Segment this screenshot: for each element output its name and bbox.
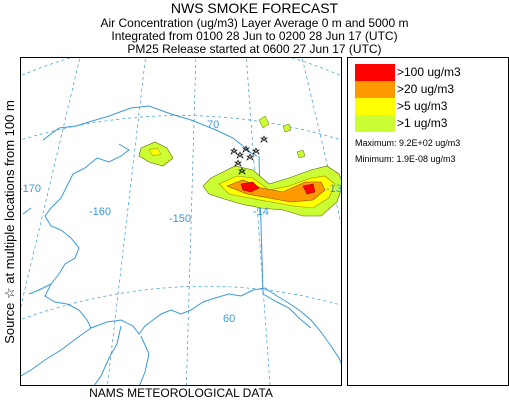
plume-patch-ne xyxy=(282,123,292,133)
subtitle-release: PM25 Release started at 0600 27 Jun 17 (… xyxy=(127,42,382,56)
source-marker xyxy=(242,145,250,153)
alaska-west-coast xyxy=(21,105,258,377)
lon-line-140 xyxy=(246,58,271,385)
source-marker xyxy=(230,147,238,155)
legend-label-1: >1 ug/m3 xyxy=(397,116,448,130)
legend-swatch-1 xyxy=(355,115,395,132)
legend-label-20: >20 ug/m3 xyxy=(397,82,455,96)
source-marker xyxy=(234,159,242,167)
lon-line-130 xyxy=(301,58,341,225)
source-markers xyxy=(230,135,268,175)
source-label: Source ☆ at multiple locations from 100 … xyxy=(2,100,17,344)
legend-row-20: >20 ug/m3 xyxy=(355,81,505,98)
subtitle-integration: Integrated from 0100 28 Jun to 0200 28 J… xyxy=(111,29,398,43)
graticule xyxy=(21,58,341,385)
lon-line-170 xyxy=(21,58,81,308)
plume-level-100-west xyxy=(240,181,260,193)
source-marker xyxy=(260,135,268,143)
legend-label-100: >100 ug/m3 xyxy=(397,65,461,79)
alaska-peninsula xyxy=(93,325,122,385)
stlawrence-coast xyxy=(22,207,32,215)
legend-swatch-20 xyxy=(355,81,395,98)
lat-line-70 xyxy=(21,115,341,141)
grid-label-lat-60: 60 xyxy=(223,313,235,325)
kodiak-coast xyxy=(139,335,150,385)
legend-maximum: Maximum: 9.2E+02 ug/m3 xyxy=(355,138,461,148)
lat-line-80 xyxy=(21,58,341,77)
subtitle-concentration: Air Concentration (ug/m3) Layer Average … xyxy=(100,16,409,30)
smoke-plume xyxy=(138,115,341,217)
map-canvas: -170 -160 -150 -14 -130 70 60 xyxy=(21,58,342,385)
legend-row-100: >100 ug/m3 xyxy=(355,64,505,81)
legend-swatch-100 xyxy=(355,64,395,81)
legend-row-1: >1 ug/m3 xyxy=(355,115,505,132)
grid-label-lon-130: -130 xyxy=(326,183,342,195)
legend-row-5: >5 ug/m3 xyxy=(355,98,505,115)
legend-minimum: Minimum: 1.9E-08 ug/m3 xyxy=(355,154,456,164)
grid-label-lat-70: 70 xyxy=(207,119,219,131)
data-source-footer: NAMS METEOROLOGICAL DATA xyxy=(89,386,273,400)
source-marker xyxy=(252,147,260,155)
legend-panel: >100 ug/m3 >20 ug/m3 >5 ug/m3 >1 ug/m3 M… xyxy=(347,57,509,386)
page-title: NWS SMOKE FORECAST xyxy=(170,0,339,16)
plume-level-100-east xyxy=(302,183,316,195)
plume-patch-east xyxy=(296,149,306,159)
map-panel: -170 -160 -150 -14 -130 70 60 xyxy=(20,57,342,386)
grid-label-lon-160: -160 xyxy=(89,206,111,218)
grid-label-lon-140: -14 xyxy=(253,206,269,218)
legend-swatch-5 xyxy=(355,98,395,115)
lon-line-160 xyxy=(107,58,146,385)
nunivak-coast xyxy=(28,283,52,295)
plume-patch-west-inner xyxy=(148,147,162,157)
panhandle-border xyxy=(262,293,312,329)
plume-patch-north xyxy=(258,115,270,129)
source-marker xyxy=(246,153,254,161)
lat-line-60 xyxy=(21,285,341,320)
grid-label-lon-150: -150 xyxy=(169,213,191,225)
coastline xyxy=(21,105,341,385)
grid-label-lon-170: -170 xyxy=(21,183,41,195)
source-marker xyxy=(236,151,244,159)
alaska-south-coast xyxy=(90,287,341,365)
legend-label-5: >5 ug/m3 xyxy=(397,99,448,113)
source-marker xyxy=(238,167,246,175)
